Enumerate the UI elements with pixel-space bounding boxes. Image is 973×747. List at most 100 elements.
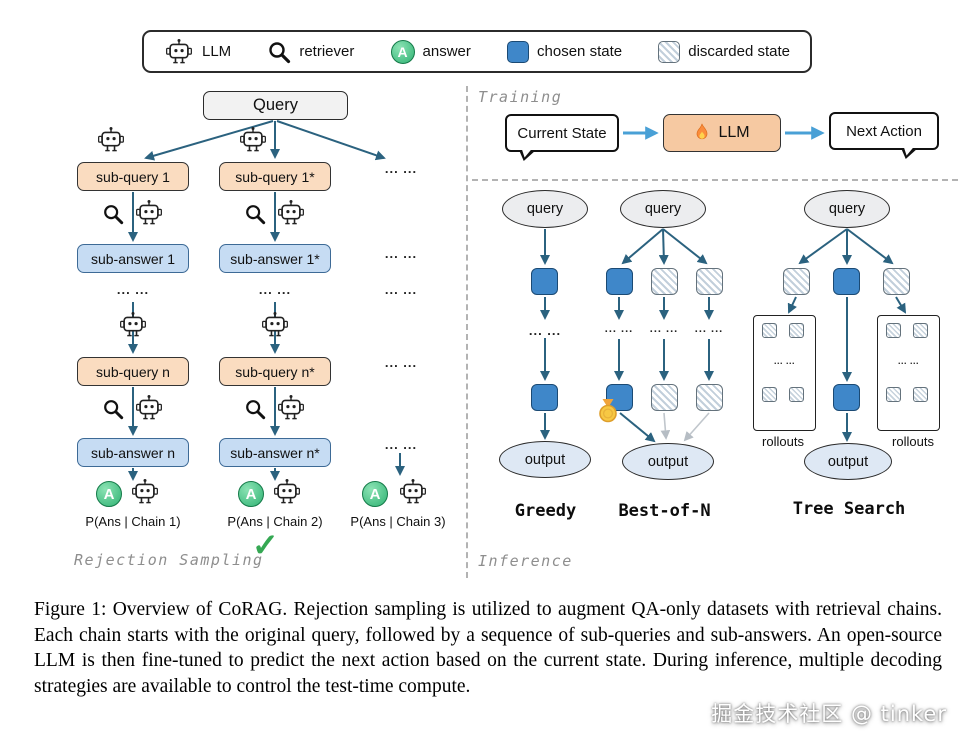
retriever-icon: [244, 398, 266, 420]
discarded-state-node: [696, 268, 723, 295]
prob-chain-1: P(Ans | Chain 1): [85, 514, 181, 529]
rollouts-label-left: rollouts: [762, 434, 804, 449]
greedy-query-ellipse: query: [502, 190, 588, 228]
legend-box: LLM retriever A answer chosen state disc…: [142, 30, 812, 73]
chosen-state-node: [606, 384, 633, 411]
llm-robot-icon: [164, 38, 194, 65]
bubble-tail: [903, 146, 915, 156]
answer-icon: A: [362, 481, 388, 507]
bubble-tail: [901, 148, 918, 159]
retriever-magnifier-icon: [267, 40, 291, 64]
tree-search-query-ellipse: query: [804, 190, 890, 228]
sub-query-1-box: sub-query 1: [77, 162, 189, 191]
medal-icon: [597, 399, 619, 423]
flame-icon: [694, 123, 710, 143]
watermark: 掘金技术社区 @ tinker: [711, 702, 947, 726]
greedy-label: Greedy: [514, 501, 577, 521]
discarded-state-mini: [886, 387, 901, 402]
vertical-separator: [466, 86, 468, 578]
answer-icon: A: [96, 481, 122, 507]
next-action-text: Next Action: [846, 122, 922, 140]
ellipsis: ... ...: [528, 323, 562, 338]
discarded-state-mini: [762, 323, 777, 338]
answer-icon: A: [238, 481, 264, 507]
robot-icon: [398, 478, 428, 505]
chosen-state-node: [531, 268, 558, 295]
ellipsis: ... ...: [897, 356, 919, 366]
sub-query-n-star-box: sub-query n*: [219, 357, 331, 386]
sub-answer-n-box: sub-answer n: [77, 438, 189, 467]
discarded-state-mini: [913, 387, 928, 402]
ellipsis: ... ...: [258, 282, 292, 297]
prob-chain-2: P(Ans | Chain 2): [227, 514, 323, 529]
sub-query-1-star-box: sub-query 1*: [219, 162, 331, 191]
sub-answer-n-star-box: sub-answer n*: [219, 438, 331, 467]
legend-label: answer: [422, 43, 471, 60]
ellipsis: ... ...: [384, 437, 418, 452]
robot-icon: [134, 199, 164, 226]
discarded-state-node: [783, 268, 810, 295]
chosen-state-node: [606, 268, 633, 295]
chosen-state-node: [833, 384, 860, 411]
robot-icon: [276, 199, 306, 226]
ellipsis: ... ...: [384, 355, 418, 370]
robot-icon: [238, 126, 268, 153]
llm-label: LLM: [718, 124, 750, 141]
legend-item-answer: A answer: [390, 39, 471, 64]
rejection-sampling-label: Rejection Sampling: [74, 551, 264, 569]
bubble-tail: [521, 148, 533, 158]
chosen-state-node: [531, 384, 558, 411]
legend-label: LLM: [202, 43, 232, 60]
discarded-state-mini: [886, 323, 901, 338]
discarded-state-node: [651, 384, 678, 411]
tree-search-label: Tree Search: [792, 499, 906, 519]
inference-label: Inference: [478, 552, 573, 570]
current-state-text: Current State: [517, 124, 607, 142]
retriever-icon: [102, 203, 124, 225]
checkmark-icon: ✓: [252, 527, 279, 563]
retriever-icon: [244, 203, 266, 225]
ellipsis: ... ...: [116, 282, 150, 297]
query-box: Query: [203, 91, 348, 120]
robot-icon: [96, 126, 126, 153]
sub-query-n-box: sub-query n: [77, 357, 189, 386]
discarded-state-mini: [762, 387, 777, 402]
ellipsis: ... ...: [773, 356, 795, 366]
ellipsis: ... ...: [384, 282, 418, 297]
horizontal-separator: [472, 179, 958, 181]
ellipsis: ... ...: [384, 161, 418, 176]
robot-icon: [272, 478, 302, 505]
legend-item-retriever: retriever: [267, 40, 354, 64]
discarded-state-mini: [913, 323, 928, 338]
prob-chain-3: P(Ans | Chain 3): [350, 514, 446, 529]
robot-icon: [260, 311, 290, 338]
sub-answer-1-box: sub-answer 1: [77, 244, 189, 273]
answer-icon: A: [390, 39, 415, 64]
ellipsis: ... ...: [384, 246, 418, 261]
legend-label: chosen state: [537, 43, 623, 60]
legend-label: retriever: [299, 43, 355, 60]
discarded-state-mini: [789, 387, 804, 402]
legend-item-discarded: discarded state: [658, 40, 790, 63]
discarded-state-mini: [789, 323, 804, 338]
current-state-bubble: Current State: [505, 114, 619, 161]
training-label: Training: [478, 88, 563, 106]
discarded-state-icon: [658, 40, 681, 63]
rollouts-label-right: rollouts: [892, 434, 934, 449]
chosen-state-icon: [507, 40, 530, 63]
ellipsis: ... ...: [694, 323, 724, 335]
best-of-n-output-ellipse: output: [622, 443, 714, 480]
sub-answer-1-star-box: sub-answer 1*: [219, 244, 331, 273]
robot-icon: [134, 394, 164, 421]
discarded-state-node: [696, 384, 723, 411]
training-llm-box: LLM: [663, 114, 781, 152]
robot-icon: [118, 311, 148, 338]
ellipsis: ... ...: [649, 323, 679, 335]
figure-caption: Figure 1: Overview of CoRAG. Rejection s…: [34, 599, 942, 698]
discarded-state-node: [651, 268, 678, 295]
legend-label: discarded state: [688, 43, 790, 60]
tree-search-output-ellipse: output: [804, 443, 892, 480]
legend-item-llm: LLM: [164, 38, 231, 65]
